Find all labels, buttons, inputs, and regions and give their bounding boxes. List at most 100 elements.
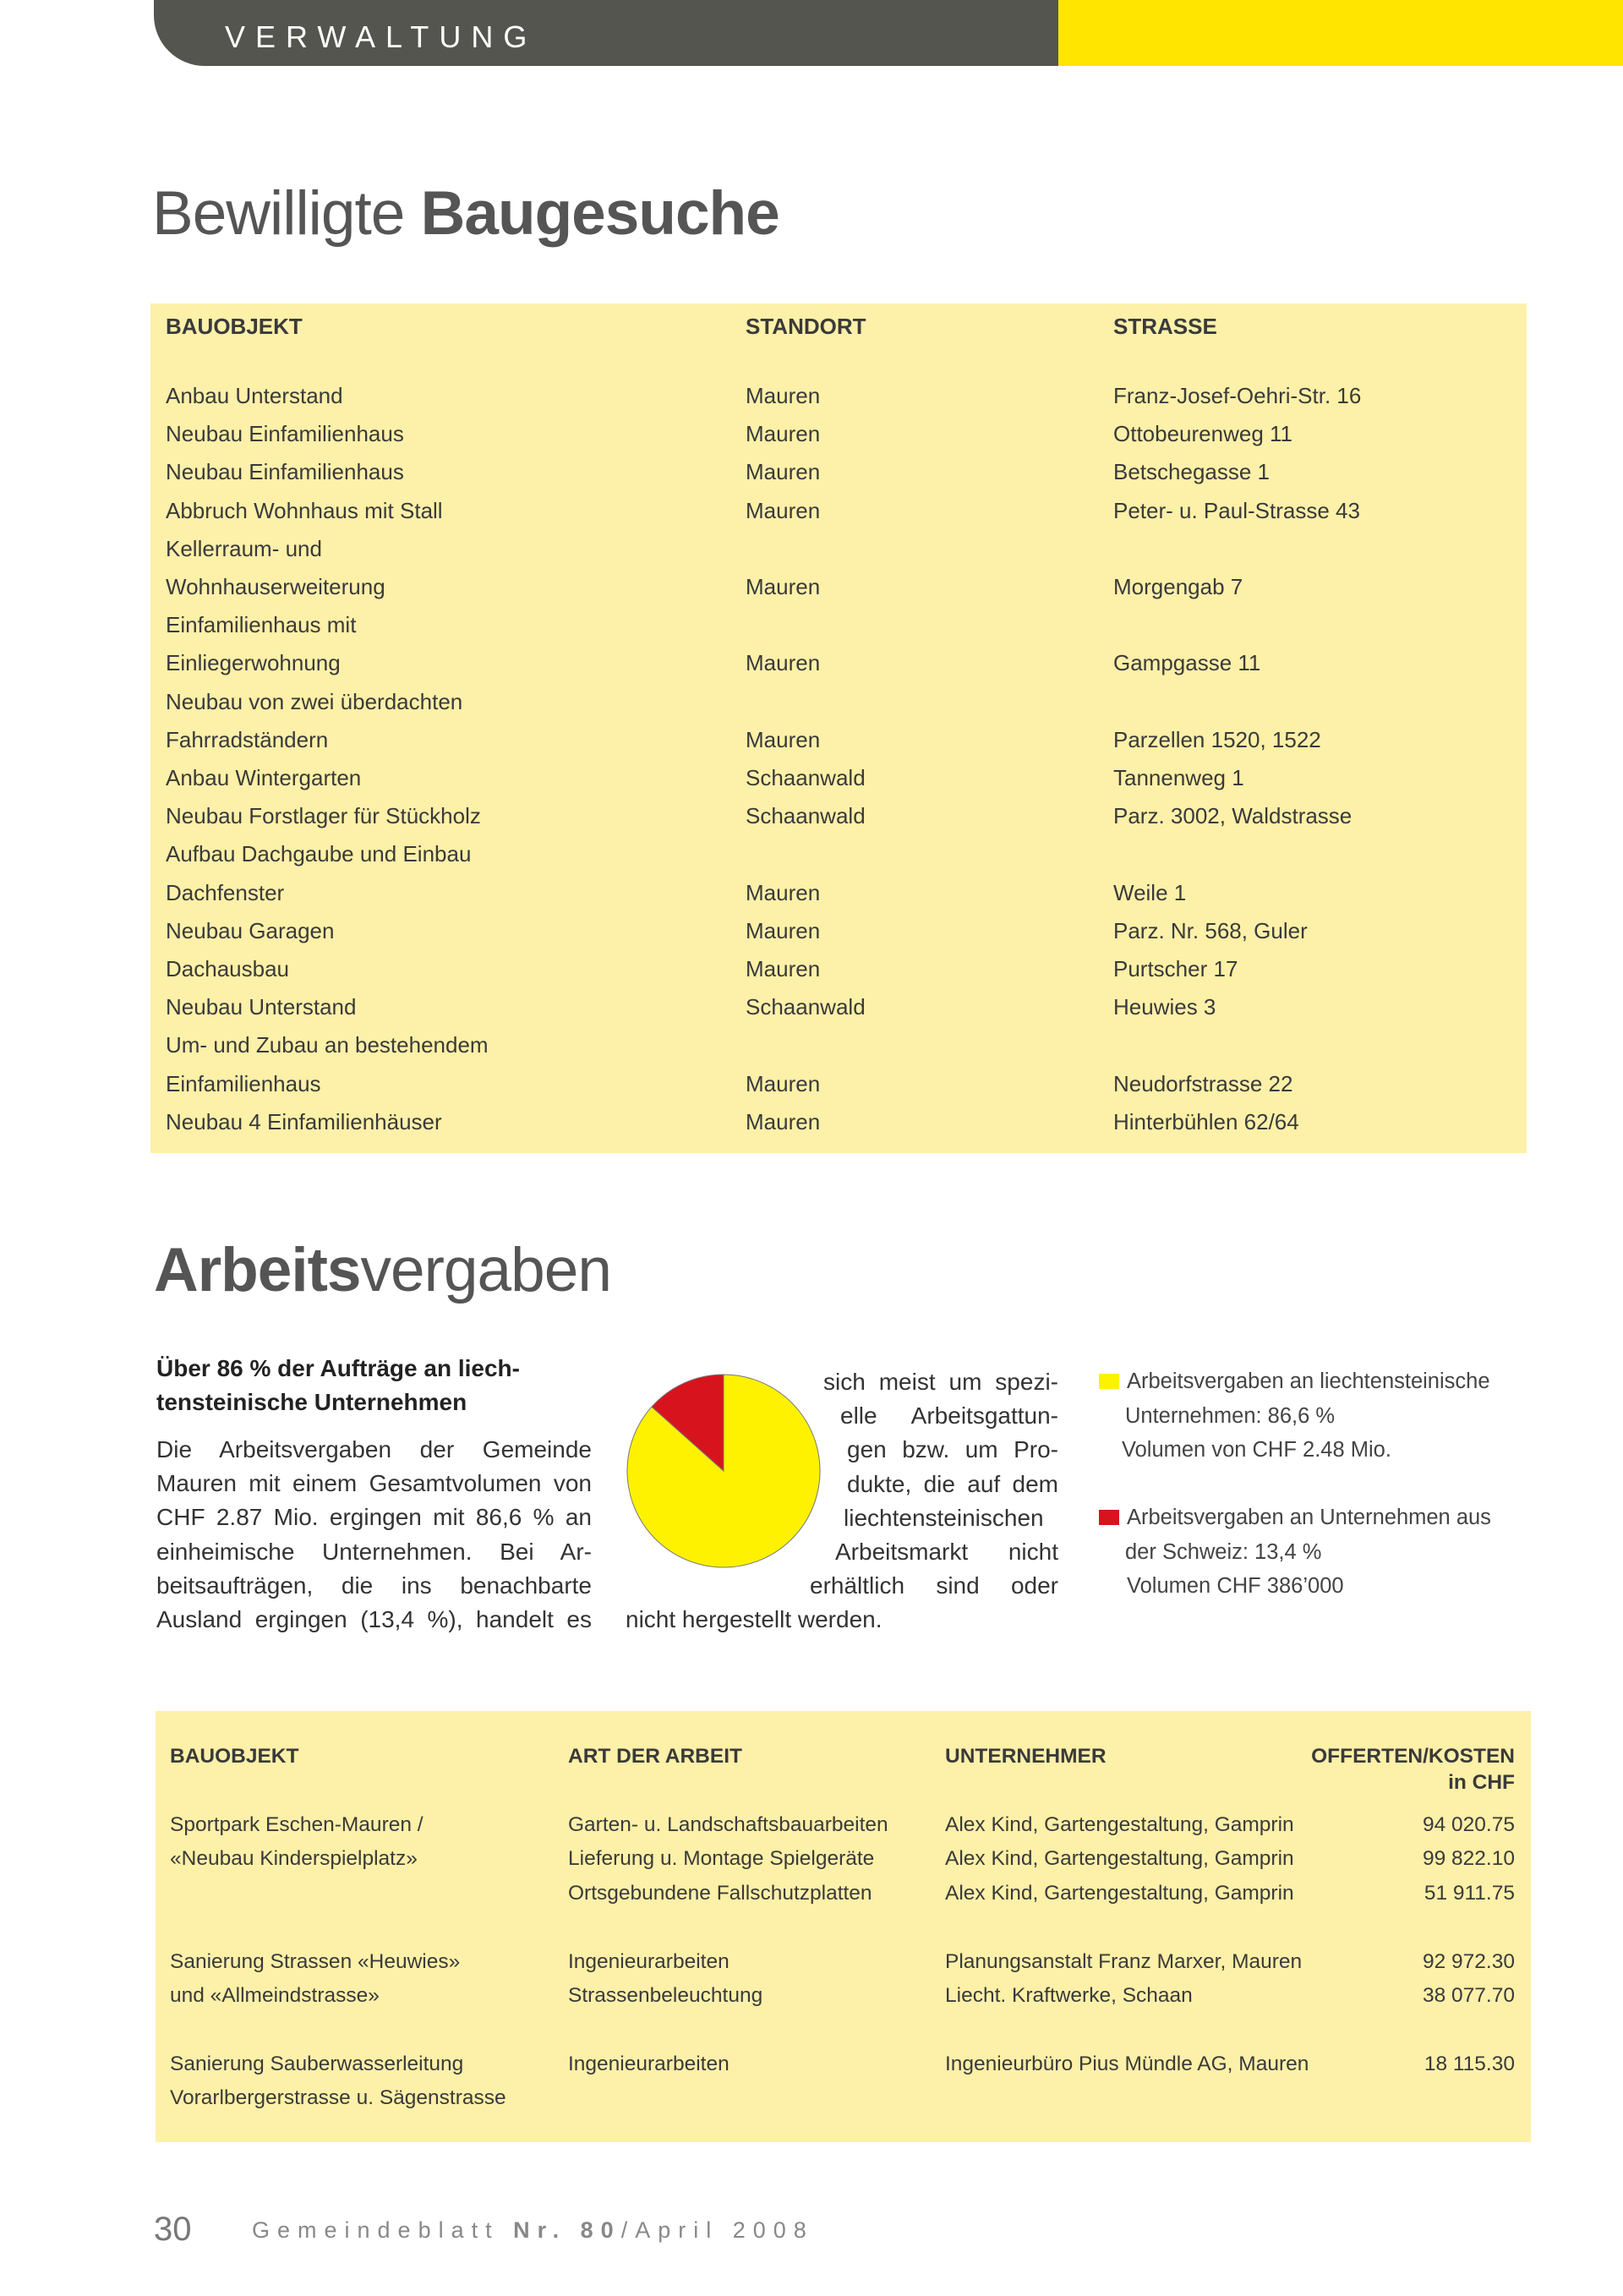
cell-strasse: Parz. Nr. 568, Guler bbox=[1113, 917, 1308, 943]
title-bold: Baugesuche bbox=[420, 179, 780, 248]
legend-text: der Schweiz: 13,4 % bbox=[1125, 1539, 1322, 1564]
cell-unternehmer: Alex Kind, Gartengestaltung, Gamprin bbox=[945, 1881, 1294, 1905]
cell-strasse: Weile 1 bbox=[1113, 879, 1187, 905]
cell-kosten: 94 020.75 bbox=[1423, 1813, 1515, 1836]
cell-art: Ortsgebundene Fallschutzplatten bbox=[568, 1881, 872, 1905]
legend-text: Volumen von CHF 2.48 Mio. bbox=[1122, 1438, 1391, 1462]
table-panel bbox=[156, 1711, 1531, 2142]
title-light: vergaben bbox=[360, 1236, 612, 1304]
cell-unternehmer: Alex Kind, Gartengestaltung, Gamprin bbox=[945, 1813, 1294, 1836]
section-title: Bewilligte Baugesuche bbox=[152, 176, 780, 252]
cell-standort: Schaanwald bbox=[746, 994, 866, 1020]
column-header: OFFERTEN/KOSTEN bbox=[1311, 1745, 1515, 1768]
cell-bauobjekt: Einfamilienhaus mit bbox=[166, 612, 357, 638]
cell-standort: Mauren bbox=[746, 917, 821, 943]
legend-text: Arbeitsvergaben an Unternehmen aus bbox=[1127, 1506, 1491, 1529]
cell-bauobjekt: Sportpark Eschen-Mauren / bbox=[170, 1813, 424, 1836]
cell-bauobjekt: Dachausbau bbox=[166, 956, 289, 981]
section-label: VERWALTUNG bbox=[225, 19, 538, 54]
cell-bauobjekt: Neubau Einfamilienhaus bbox=[166, 421, 404, 447]
cell-strasse: Peter- u. Paul-Strasse 43 bbox=[1113, 497, 1360, 523]
pie-chart bbox=[626, 1374, 821, 1568]
cell-bauobjekt: Vorarlbergerstrasse u. Sägenstrasse bbox=[170, 2086, 506, 2110]
cell-standort: Mauren bbox=[746, 1108, 821, 1134]
cell-strasse: Gampgasse 11 bbox=[1113, 650, 1261, 676]
column-header: BAUOBJEKT bbox=[170, 1745, 299, 1768]
cell-standort: Mauren bbox=[746, 383, 821, 408]
column-header: in CHF bbox=[1448, 1771, 1515, 1794]
header-accent bbox=[1058, 0, 1623, 66]
cell-strasse: Tannenweg 1 bbox=[1113, 765, 1244, 790]
cell-unternehmer: Ingenieurbüro Pius Mündle AG, Mauren bbox=[945, 2052, 1309, 2075]
cell-bauobjekt: Um- und Zubau an bestehendem bbox=[166, 1032, 489, 1058]
article-heading: tensteinische Unternehmen bbox=[156, 1389, 467, 1415]
body-line: Mauren mit einem Gesamtvolumen von bbox=[156, 1470, 592, 1497]
body-line: Die Arbeitsvergaben der Gemeinde bbox=[156, 1436, 592, 1462]
body-line: elle Arbeitsgattun- bbox=[840, 1402, 1058, 1430]
cell-standort: Mauren bbox=[746, 421, 821, 447]
cell-kosten: 38 077.70 bbox=[1423, 1984, 1515, 2007]
legend-text: Volumen CHF 386’000 bbox=[1127, 1574, 1344, 1598]
cell-standort: Mauren bbox=[746, 956, 821, 981]
title-light: Bewilligte bbox=[152, 179, 405, 248]
cell-bauobjekt: Neubau Garagen bbox=[166, 917, 335, 943]
cell-art: Ingenieurarbeiten bbox=[568, 2052, 730, 2075]
body-line: nicht hergestellt werden. bbox=[626, 1606, 883, 1633]
cell-art: Lieferung u. Montage Spielgeräte bbox=[568, 1847, 875, 1871]
table-panel bbox=[150, 303, 1527, 1153]
cell-strasse: Morgengab 7 bbox=[1113, 574, 1243, 599]
body-line: einheimische Unternehmen. Bei Ar- bbox=[156, 1538, 592, 1565]
cell-bauobjekt: Abbruch Wohnhaus mit Stall bbox=[166, 497, 443, 523]
cell-standort: Mauren bbox=[746, 1070, 821, 1096]
section-title: Arbeitsvergaben bbox=[154, 1233, 612, 1309]
cell-bauobjekt: Neubau 4 Einfamilienhäuser bbox=[166, 1108, 442, 1134]
cell-unternehmer: Liecht. Kraftwerke, Schaan bbox=[945, 1984, 1193, 2007]
cell-art: Garten- u. Landschaftsbauarbeiten bbox=[568, 1813, 888, 1836]
body-line: erhältlich sind oder bbox=[810, 1572, 1058, 1599]
cell-kosten: 51 911.75 bbox=[1424, 1881, 1515, 1905]
cell-bauobjekt: Neubau Einfamilienhaus bbox=[166, 459, 404, 485]
cell-strasse: Franz-Josef-Oehri-Str. 16 bbox=[1113, 383, 1362, 408]
body-line: Arbeitsmarkt nicht bbox=[835, 1539, 1058, 1565]
column-header: STRASSE bbox=[1113, 314, 1217, 339]
body-line: liechtensteinischen bbox=[844, 1504, 1044, 1531]
footer-publication: Gemeindeblatt Nr. 80/April 2008 bbox=[252, 2216, 814, 2244]
publication: Gemeindeblatt bbox=[252, 2217, 500, 2243]
cell-bauobjekt: Sanierung Strassen «Heuwies» bbox=[170, 1949, 461, 1973]
cell-strasse: Betschegasse 1 bbox=[1113, 459, 1271, 485]
cell-strasse: Parz. 3002, Waldstrasse bbox=[1113, 803, 1352, 829]
cell-kosten: 92 972.30 bbox=[1423, 1949, 1515, 1973]
article-heading: Über 86 % der Aufträge an liech- bbox=[156, 1355, 520, 1381]
header-bar bbox=[154, 0, 1058, 66]
cell-bauobjekt: Dachfenster bbox=[166, 879, 285, 905]
cell-strasse: Neudorfstrasse 22 bbox=[1113, 1070, 1293, 1096]
cell-standort: Mauren bbox=[746, 726, 821, 752]
legend-swatch bbox=[1099, 1510, 1119, 1525]
pie-slice bbox=[651, 1374, 724, 1473]
cell-art: Strassenbeleuchtung bbox=[568, 1984, 763, 2007]
title-bold: Arbeits bbox=[154, 1236, 362, 1304]
cell-strasse: Hinterbühlen 62/64 bbox=[1113, 1108, 1299, 1134]
cell-bauobjekt: Anbau Wintergarten bbox=[166, 765, 362, 790]
column-header: UNTERNEHMER bbox=[945, 1745, 1107, 1768]
cell-bauobjekt: und «Allmeindstrasse» bbox=[170, 1984, 380, 2007]
cell-bauobjekt: Wohnhauserweiterung bbox=[166, 574, 385, 599]
cell-unternehmer: Planungsanstalt Franz Marxer, Mauren bbox=[945, 1949, 1303, 1973]
date: /April 2008 bbox=[620, 2217, 814, 2243]
cell-standort: Schaanwald bbox=[746, 803, 866, 829]
legend-swatch bbox=[1099, 1374, 1119, 1389]
legend-text: Unternehmen: 86,6 % bbox=[1125, 1403, 1336, 1428]
body-line: Ausland ergingen (13,4 %), handelt es bbox=[156, 1606, 592, 1632]
cell-standort: Mauren bbox=[746, 459, 821, 485]
cell-bauobjekt: Kellerraum- und bbox=[166, 535, 322, 561]
legend-text: Arbeitsvergaben an liechtensteinische bbox=[1127, 1369, 1490, 1393]
body-line: CHF 2.87 Mio. ergingen mit 86,6 % an bbox=[156, 1504, 592, 1531]
page-number: 30 bbox=[154, 2211, 192, 2248]
cell-bauobjekt: Sanierung Sauberwasserleitung bbox=[170, 2052, 464, 2075]
cell-standort: Mauren bbox=[746, 650, 821, 676]
cell-kosten: 99 822.10 bbox=[1423, 1847, 1515, 1871]
cell-bauobjekt: Neubau von zwei überdachten bbox=[166, 688, 463, 714]
cell-art: Ingenieurarbeiten bbox=[568, 1949, 730, 1973]
cell-strasse: Ottobeurenweg 11 bbox=[1113, 421, 1292, 447]
